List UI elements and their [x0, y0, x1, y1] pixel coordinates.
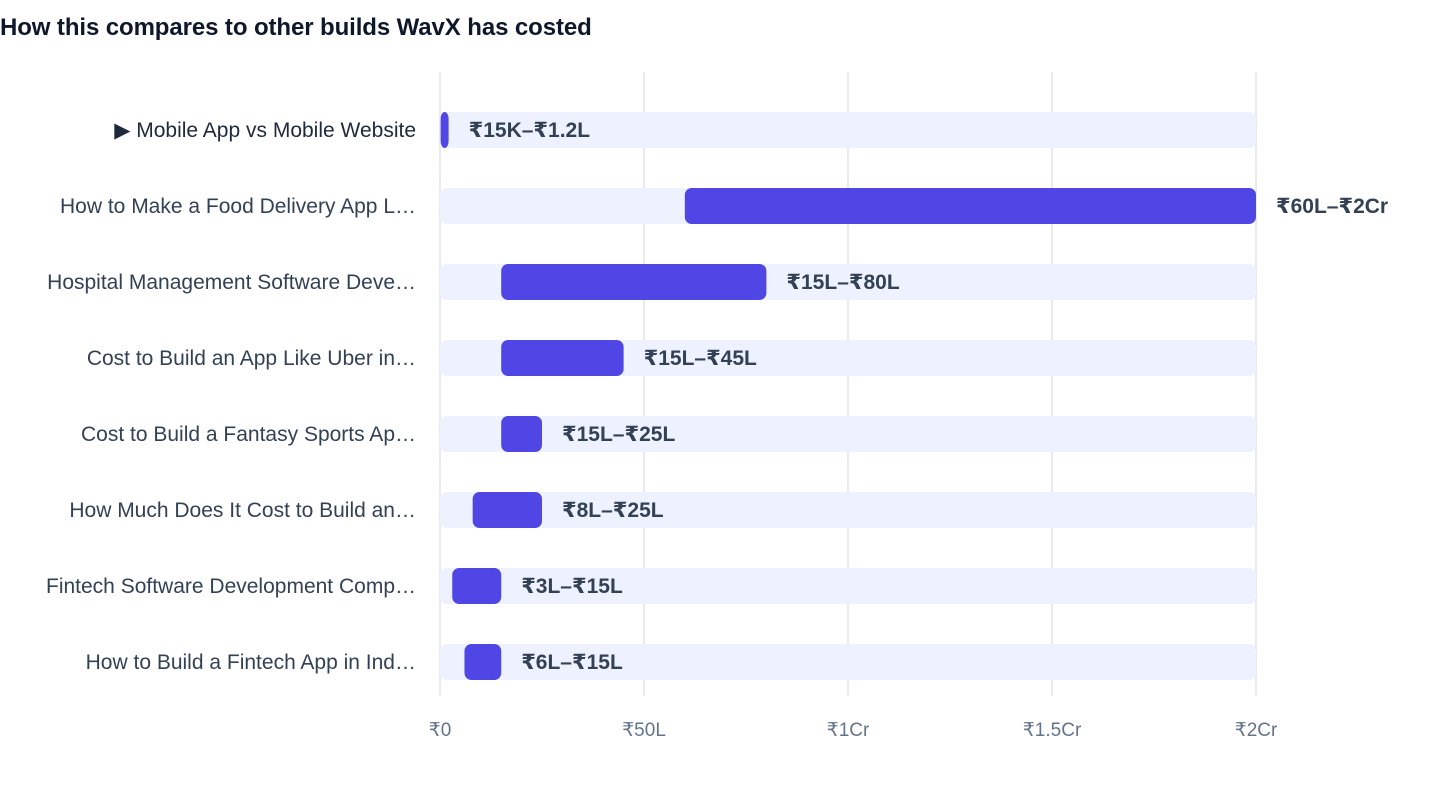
bar-layer	[440, 112, 1256, 680]
row-track	[440, 416, 1256, 452]
row-label[interactable]: How to Make a Food Delivery App L…	[60, 195, 416, 218]
value-label: ₹8L–₹25L	[562, 499, 664, 522]
row-label[interactable]: Fintech Software Development Comp…	[46, 575, 416, 598]
row-track	[440, 644, 1256, 680]
range-bar[interactable]	[440, 112, 449, 148]
range-bar[interactable]	[464, 644, 502, 680]
row-label[interactable]: How to Build a Fintech App in Ind…	[86, 651, 416, 674]
x-axis-ticks: ₹0 ₹50L ₹1Cr ₹1.5Cr ₹2Cr	[429, 720, 1278, 741]
value-label: ₹3L–₹15L	[521, 575, 623, 598]
value-label: ₹15L–₹45L	[644, 347, 757, 370]
range-bar[interactable]	[472, 492, 542, 528]
x-tick-label: ₹50L	[622, 720, 666, 741]
range-bar[interactable]	[684, 188, 1256, 224]
row-label[interactable]: How Much Does It Cost to Build an…	[69, 499, 416, 522]
x-tick-label: ₹0	[429, 720, 452, 741]
row-track	[440, 340, 1256, 376]
row-label[interactable]: ▶ Mobile App vs Mobile Website	[114, 119, 416, 142]
value-label: ₹15L–₹80L	[786, 271, 899, 294]
x-tick-label: ₹1.5Cr	[1023, 720, 1082, 741]
row-label[interactable]: Cost to Build a Fantasy Sports Ap…	[81, 423, 416, 446]
value-label: ₹15L–₹25L	[562, 423, 675, 446]
label-layer: ▶ Mobile App vs Mobile Website ₹15K–₹1.2L…	[46, 119, 1388, 674]
row-track	[440, 492, 1256, 528]
value-label: ₹15K–₹1.2L	[469, 119, 591, 142]
chart-title: How this compares to other builds WavX h…	[0, 14, 592, 41]
x-tick-label: ₹1Cr	[827, 720, 870, 741]
range-bar[interactable]	[501, 264, 767, 300]
row-label[interactable]: Hospital Management Software Deve…	[47, 271, 416, 294]
range-bar[interactable]	[452, 568, 502, 604]
row-track	[440, 112, 1256, 148]
row-label[interactable]: Cost to Build an App Like Uber in…	[87, 347, 416, 370]
value-label: ₹60L–₹2Cr	[1276, 195, 1388, 218]
row-track	[440, 568, 1256, 604]
range-bar[interactable]	[501, 340, 624, 376]
range-bar[interactable]	[501, 416, 542, 452]
x-tick-label: ₹2Cr	[1235, 720, 1278, 741]
value-label: ₹6L–₹15L	[521, 651, 623, 674]
